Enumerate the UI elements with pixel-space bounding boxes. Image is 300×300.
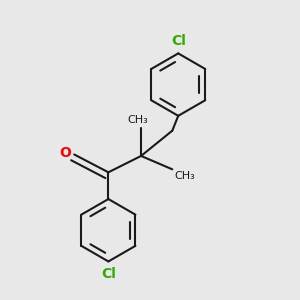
Text: O: O	[59, 146, 70, 160]
Text: CH₃: CH₃	[128, 115, 148, 125]
Text: CH₃: CH₃	[175, 171, 195, 181]
Text: Cl: Cl	[171, 34, 186, 48]
Text: Cl: Cl	[101, 267, 116, 281]
